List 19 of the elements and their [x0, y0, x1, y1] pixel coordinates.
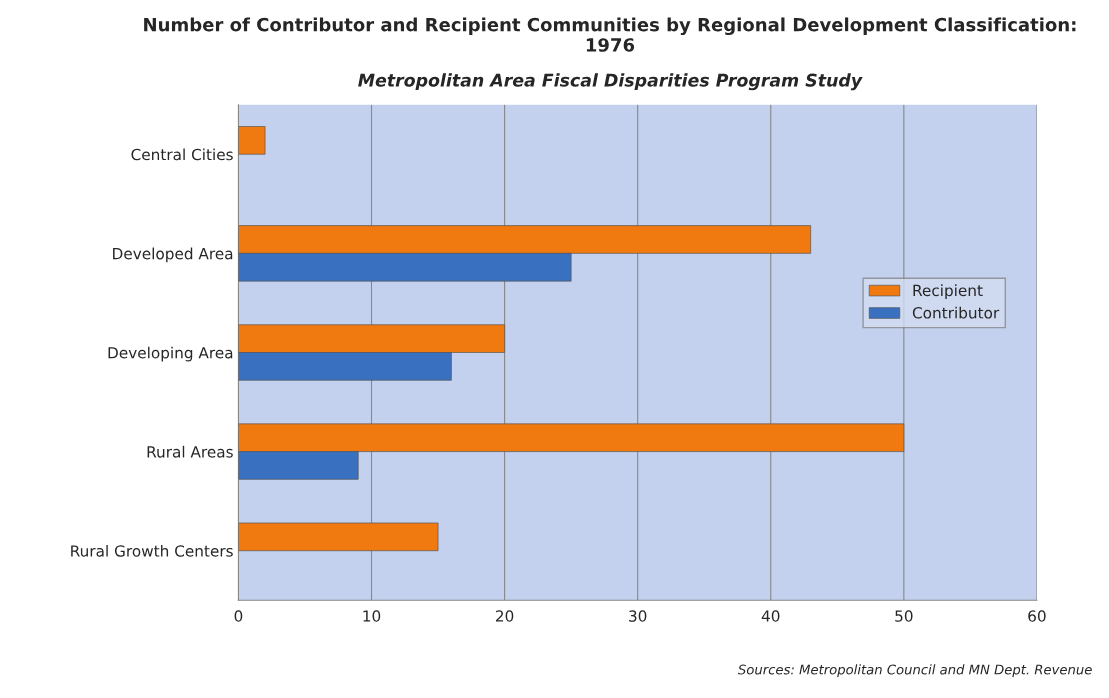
x-tick-label: 0 — [234, 610, 243, 622]
bar — [238, 126, 266, 155]
y-tick-label: Central Cities — [131, 148, 233, 161]
x-tick-label: 40 — [761, 610, 780, 622]
chart-subtitle: Metropolitan Area Fiscal Disparities Program Study — [358, 73, 863, 91]
bar — [238, 522, 439, 552]
x-tick-label: 10 — [363, 610, 381, 622]
x-tick-label: 30 — [629, 610, 647, 622]
source-note: Sources: Metropolitan Council and MN Dept. Revenue — [738, 664, 1092, 678]
x-tick-label: 60 — [1028, 610, 1046, 622]
y-tick-label: Rural Areas — [147, 445, 233, 458]
y-tick-label: Developing Area — [108, 346, 233, 362]
y-tick-label: Developed Area — [113, 247, 233, 263]
y-tick-label: Rural Growth Centers — [71, 544, 233, 557]
x-tick-label: 50 — [895, 610, 913, 622]
chart-title: Number of Contributor and Recipient Communities by Regional Development Classification: 1976 — [144, 17, 1076, 52]
legend-label: Recipient — [913, 284, 983, 300]
x-tick-label: 20 — [495, 610, 514, 622]
legend-label: Contributor — [912, 306, 1000, 319]
